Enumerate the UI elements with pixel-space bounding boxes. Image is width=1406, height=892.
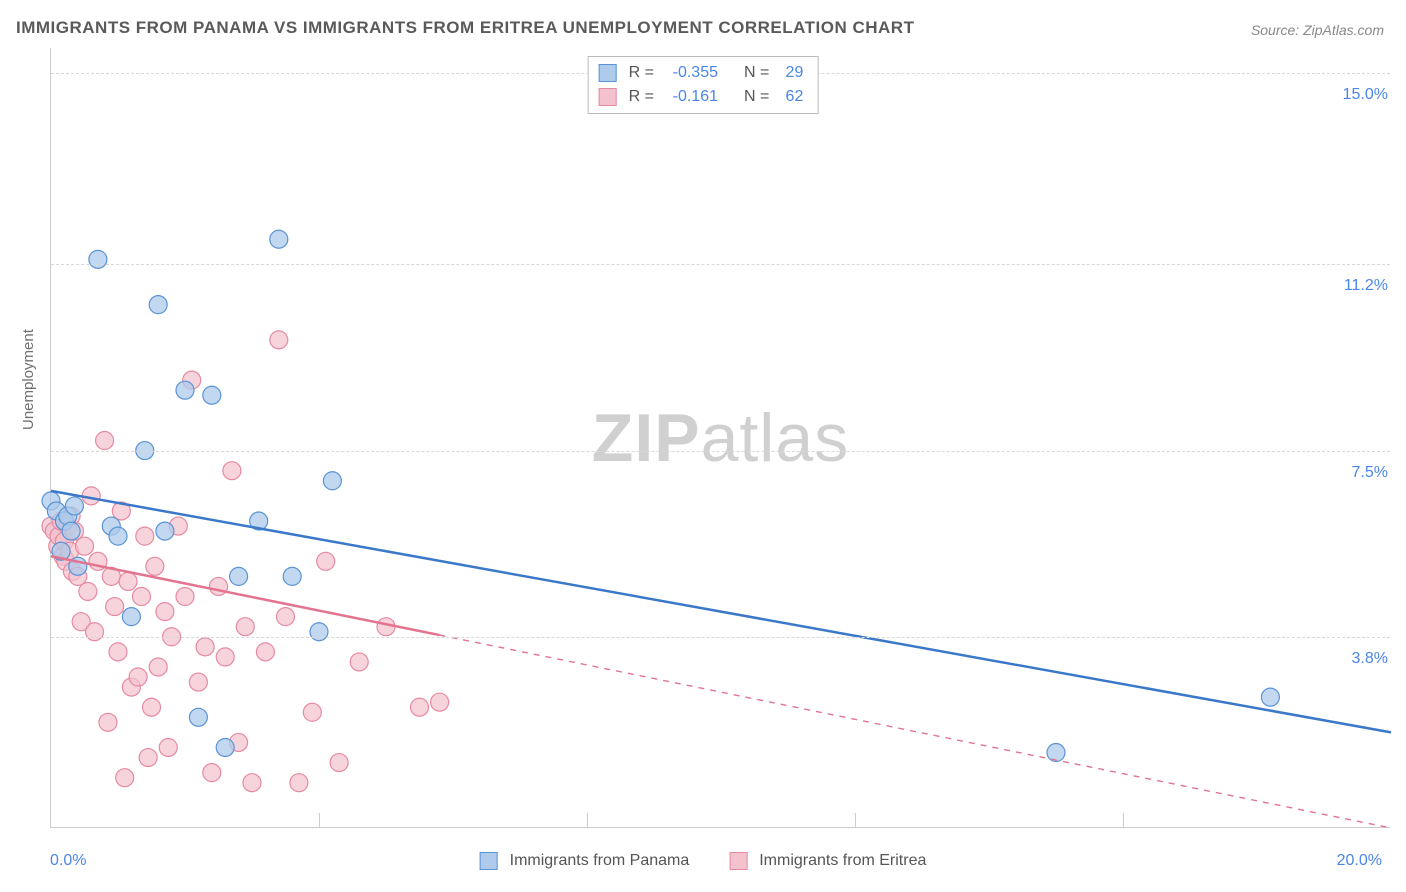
data-point	[65, 497, 83, 515]
data-point	[149, 296, 167, 314]
source-value: ZipAtlas.com	[1303, 22, 1384, 38]
trend-line	[440, 635, 1391, 828]
data-point	[283, 567, 301, 585]
r-label: R =	[629, 61, 654, 85]
data-point	[99, 713, 117, 731]
data-point	[196, 638, 214, 656]
data-point	[136, 527, 154, 545]
chart-title: IMMIGRANTS FROM PANAMA VS IMMIGRANTS FRO…	[16, 18, 914, 38]
n-value-eritrea: 62	[777, 85, 803, 109]
r-value-panama: -0.355	[662, 61, 718, 85]
data-point	[139, 749, 157, 767]
source-label: Source:	[1251, 22, 1303, 38]
data-point	[243, 774, 261, 792]
data-point	[203, 386, 221, 404]
data-point	[79, 582, 97, 600]
data-point	[270, 230, 288, 248]
source-attribution: Source: ZipAtlas.com	[1251, 22, 1384, 38]
data-point	[159, 738, 177, 756]
n-value-panama: 29	[777, 61, 803, 85]
data-point	[176, 381, 194, 399]
y-tick-label: 3.8%	[1352, 650, 1388, 668]
data-point	[132, 588, 150, 606]
data-point	[76, 537, 94, 555]
gridline-h	[51, 451, 1390, 452]
x-axis-max-label: 20.0%	[1337, 852, 1382, 870]
data-point	[129, 668, 147, 686]
y-axis-label: Unemployment	[20, 329, 37, 430]
gridline-v	[587, 813, 588, 827]
r-label: R =	[629, 85, 654, 109]
y-tick-label: 11.2%	[1344, 277, 1388, 295]
data-point	[109, 527, 127, 545]
data-point	[216, 738, 234, 756]
data-point	[143, 698, 161, 716]
data-point	[1047, 744, 1065, 762]
data-point	[62, 522, 80, 540]
data-point	[303, 703, 321, 721]
data-point	[431, 693, 449, 711]
legend-label-eritrea: Immigrants from Eritrea	[759, 852, 926, 870]
data-point	[189, 673, 207, 691]
data-point	[323, 472, 341, 490]
data-point	[106, 598, 124, 616]
data-point	[236, 618, 254, 636]
data-point	[290, 774, 308, 792]
data-point	[119, 572, 137, 590]
data-point	[149, 658, 167, 676]
data-point	[411, 698, 429, 716]
data-point	[116, 769, 134, 787]
y-tick-label: 15.0%	[1343, 86, 1388, 104]
legend-series: Immigrants from Panama Immigrants from E…	[480, 852, 927, 870]
data-point	[146, 557, 164, 575]
x-axis-min-label: 0.0%	[50, 852, 86, 870]
legend-swatch-eritrea	[729, 852, 747, 870]
y-tick-label: 7.5%	[1352, 464, 1388, 482]
legend-stats-row-1: R = -0.355 N = 29	[599, 61, 804, 85]
data-point	[270, 331, 288, 349]
data-point	[96, 432, 114, 450]
legend-swatch-panama	[599, 64, 617, 82]
data-point	[230, 567, 248, 585]
legend-item-eritrea: Immigrants from Eritrea	[729, 852, 926, 870]
data-point	[317, 552, 335, 570]
plot-area: ZIPatlas	[50, 48, 1390, 828]
n-label: N =	[744, 85, 769, 109]
trend-line	[51, 491, 1391, 733]
data-point	[122, 608, 140, 626]
gridline-v	[1123, 813, 1124, 827]
gridline-h	[51, 637, 1390, 638]
legend-item-panama: Immigrants from Panama	[480, 852, 690, 870]
data-point	[1261, 688, 1279, 706]
data-point	[277, 608, 295, 626]
data-point	[216, 648, 234, 666]
data-point	[330, 754, 348, 772]
legend-swatch-panama	[480, 852, 498, 870]
legend-stats-row-2: R = -0.161 N = 62	[599, 85, 804, 109]
data-point	[310, 623, 328, 641]
data-point	[350, 653, 368, 671]
legend-label-panama: Immigrants from Panama	[510, 852, 690, 870]
data-point	[223, 462, 241, 480]
data-point	[176, 588, 194, 606]
data-point	[109, 643, 127, 661]
n-label: N =	[744, 61, 769, 85]
legend-swatch-eritrea	[599, 88, 617, 106]
data-point	[86, 623, 104, 641]
gridline-v	[855, 813, 856, 827]
gridline-v	[319, 813, 320, 827]
data-point	[156, 522, 174, 540]
legend-stats: R = -0.355 N = 29 R = -0.161 N = 62	[588, 56, 819, 114]
gridline-h	[51, 264, 1390, 265]
data-point	[189, 708, 207, 726]
data-point	[89, 250, 107, 268]
data-point	[256, 643, 274, 661]
r-value-eritrea: -0.161	[662, 85, 718, 109]
data-point	[203, 764, 221, 782]
chart-svg	[51, 48, 1390, 827]
data-point	[156, 603, 174, 621]
